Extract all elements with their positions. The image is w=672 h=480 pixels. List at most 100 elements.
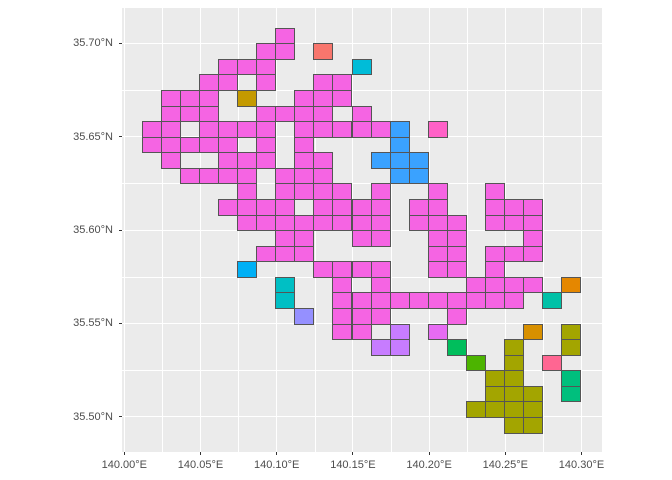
mesh-tile [389,323,410,341]
mesh-tile [161,105,182,123]
mesh-tile [180,167,201,185]
tick-mark [352,452,354,455]
mesh-tile [256,43,277,60]
mesh-tile [427,245,448,263]
mesh-tile [484,370,505,387]
mesh-tile [389,167,410,185]
mesh-tile [313,74,334,91]
mesh-tile [427,261,448,278]
mesh-tile [313,198,334,216]
mesh-tile [446,214,467,232]
mesh-tile [256,121,277,138]
mesh-tile [370,230,391,247]
mesh-tile [427,230,448,247]
y-axis-tick-label: 35.65°N [73,130,113,143]
mesh-tile [522,198,543,216]
mesh-tile [256,152,277,169]
mesh-tile [465,292,486,309]
mesh-tile [561,323,582,341]
mesh-tile [503,370,524,387]
minor-gridline [390,8,392,452]
mesh-tile [294,183,315,200]
mesh-tile [141,136,162,154]
mesh-tile [199,167,220,185]
mesh-tile [256,105,277,123]
mesh-tile [256,214,277,232]
mesh-tile [351,58,372,76]
mesh-tile [484,198,505,216]
mesh-tile [351,292,372,309]
mesh-tile [351,214,372,232]
mesh-tile [256,245,277,263]
mesh-tile [522,416,543,434]
mesh-tile [218,167,239,185]
mesh-tile [218,74,239,91]
mesh-tile [427,121,448,138]
mesh-tile [389,121,410,138]
tick-mark [504,452,506,455]
mesh-tile [427,198,448,216]
mesh-tile [370,214,391,232]
mesh-tile [446,245,467,263]
mesh-tile [484,245,505,263]
mesh-tile [351,307,372,325]
mesh-tile [542,354,563,372]
mesh-tile [332,261,353,278]
mesh-tile [522,230,543,247]
mesh-tile [218,136,239,154]
tick-mark [119,229,122,231]
mesh-tile [351,323,372,341]
mesh-tile [313,214,334,232]
mesh-tile [408,214,429,232]
mesh-tile [427,183,448,200]
mesh-tile [370,183,391,200]
mesh-tile [561,385,582,403]
mesh-tile [161,152,182,169]
minor-gridline [162,8,163,452]
mesh-tile [294,230,315,247]
mesh-tile [522,214,543,232]
mesh-tile [351,261,372,278]
tick-mark [119,42,122,44]
mesh-tile [370,121,391,138]
mesh-tile [427,214,448,232]
mesh-tile [370,198,391,216]
mesh-tile [180,89,201,107]
mesh-tile [275,27,296,45]
minor-gridline [543,8,544,452]
mesh-tile [484,385,505,403]
mesh-tile [313,121,334,138]
mesh-tile [389,152,410,169]
mesh-tile [256,58,277,76]
y-axis-tick-label: 35.50°N [73,410,113,423]
mesh-tile [275,167,296,185]
mesh-tile [332,183,353,200]
mesh-tile [484,276,505,294]
mesh-tile [427,292,448,309]
mesh-tile [522,385,543,403]
mesh-tile [237,152,258,169]
mesh-tile [503,401,524,418]
mesh-tile [522,401,543,418]
mesh-tile [256,136,277,154]
mesh-tile [237,121,258,138]
mesh-tile [465,354,486,372]
mesh-tile [294,167,315,185]
mesh-tile [218,152,239,169]
x-axis-tick-label: 140.00°E [101,459,147,471]
mesh-tile [351,121,372,138]
mesh-tile [561,339,582,356]
mesh-tile [332,307,353,325]
x-axis-tick-label: 140.15°E [330,459,376,471]
y-axis-tick-label: 35.60°N [73,224,113,237]
mesh-tile [408,152,429,169]
mesh-tile [237,198,258,216]
mesh-tile [408,198,429,216]
mesh-tile [332,89,353,107]
minor-gridline [466,8,468,452]
mesh-tile [141,121,162,138]
mesh-tile [294,152,315,169]
mesh-tile [503,214,524,232]
mesh-tile [294,245,315,263]
